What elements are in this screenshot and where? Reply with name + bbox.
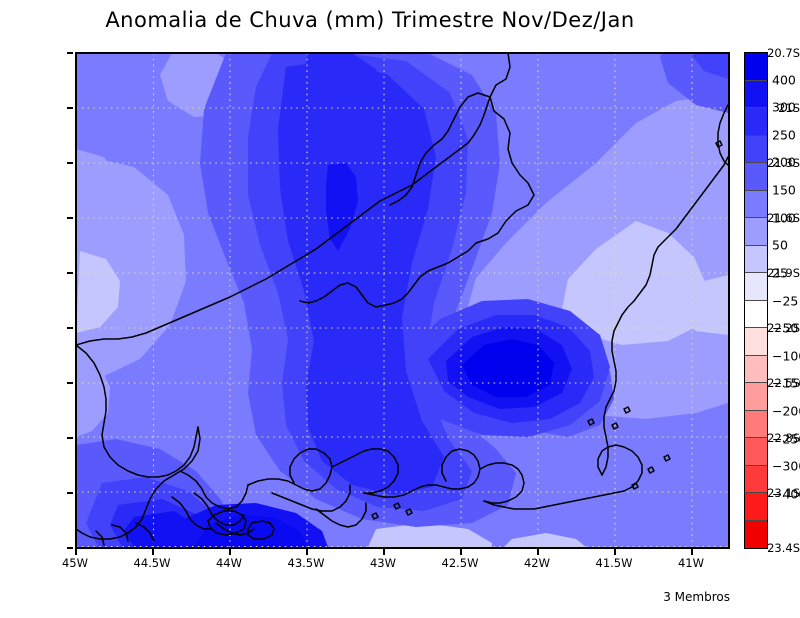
colorbar-label-2: 250 [772, 127, 796, 143]
colorbar-label-13: −250 [772, 431, 800, 447]
colorbar-label-10: −100 [772, 348, 800, 364]
colorbar-label-0: 400 [772, 72, 796, 88]
ytick-mark [67, 437, 73, 439]
map-plot-area[interactable] [75, 52, 730, 549]
xtick-label-0: 45W [61, 556, 88, 570]
colorbar-label-15: −400 [772, 486, 800, 502]
colorbar-band-2 [745, 108, 767, 136]
colorbar-label-9: −50 [772, 320, 799, 336]
colorbar-band-1 [745, 80, 767, 108]
xtick-label-4: 43W [369, 556, 396, 570]
colorbar-band-17 [745, 520, 767, 548]
colorbar-band-11 [745, 355, 767, 383]
colorbar-band-15 [745, 465, 767, 493]
coastline-overlay [76, 53, 728, 546]
ytick-label-6: 22.5S [767, 376, 800, 390]
colorbar-label-12: −200 [772, 403, 800, 419]
ytick-label-8: 23.1S [767, 486, 800, 500]
ytick-mark [67, 217, 73, 219]
colorbar-label-1: 300 [772, 99, 796, 115]
colorbar-label-4: 150 [772, 182, 796, 198]
xtick-label-6: 42W [523, 556, 550, 570]
xtick-mark [614, 549, 616, 555]
xtick-mark [75, 549, 77, 555]
ytick-mark [67, 327, 73, 329]
xtick-label-5: 42.5W [441, 556, 479, 570]
colorbar-band-12 [745, 383, 767, 411]
chart-title: Anomalia de Chuva (mm) Trimestre Nov/Dez… [105, 8, 635, 32]
xtick-label-8: 41W [677, 556, 704, 570]
xtick-label-7: 41.5W [595, 556, 633, 570]
colorbar-band-5 [745, 190, 767, 218]
ytick-label-5: 22.2S [767, 321, 800, 335]
xtick-mark [691, 549, 693, 555]
xtick-label-3: 43.5W [287, 556, 325, 570]
colorbar-label-3: 200 [772, 154, 796, 170]
xtick-label-1: 44.5W [133, 556, 171, 570]
xtick-mark [537, 549, 539, 555]
ytick-mark [67, 382, 73, 384]
ytick-label-1: 21S [778, 101, 800, 115]
colorbar-band-16 [745, 493, 767, 521]
xtick-mark [152, 549, 154, 555]
colorbar-band-8 [745, 273, 767, 301]
colorbar-band-14 [745, 438, 767, 466]
ytick-label-3: 21.6S [767, 211, 800, 225]
contour-map [76, 53, 728, 547]
ytick-label-9: 23.4S [767, 541, 800, 555]
colorbar-label-14: −300 [772, 458, 800, 474]
colorbar-band-7 [745, 245, 767, 273]
ytick-label-2: 21.3S [767, 156, 800, 170]
ytick-mark [67, 272, 73, 274]
ytick-label-7: 22.8S [767, 431, 800, 445]
ytick-mark [67, 547, 73, 549]
ytick-label-4: 21.9S [767, 266, 800, 280]
colorbar-label-6: 50 [772, 237, 788, 253]
ytick-mark [67, 162, 73, 164]
colorbar-band-0 [745, 53, 767, 81]
ytick-label-0: 20.7S [767, 46, 800, 60]
colorbar-band-10 [745, 328, 767, 356]
colorbar-label-8: −25 [772, 293, 799, 308]
ytick-mark [67, 52, 73, 54]
colorbar-label-7: 25 [772, 265, 788, 281]
xtick-mark [306, 549, 308, 555]
colorbar-label-11: −150 [772, 375, 800, 391]
colorbar-band-3 [745, 135, 767, 163]
xtick-mark [460, 549, 462, 555]
xtick-mark [383, 549, 385, 555]
member-count-caption: 3 Membros [663, 590, 730, 604]
colorbar[interactable] [744, 52, 768, 549]
xtick-label-2: 44W [215, 556, 242, 570]
colorbar-band-4 [745, 163, 767, 191]
colorbar-band-13 [745, 410, 767, 438]
ytick-mark [67, 107, 73, 109]
colorbar-label-5: 100 [772, 210, 796, 226]
xtick-mark [229, 549, 231, 555]
colorbar-band-9 [745, 300, 767, 328]
colorbar-band-6 [745, 218, 767, 246]
ytick-mark [67, 492, 73, 494]
